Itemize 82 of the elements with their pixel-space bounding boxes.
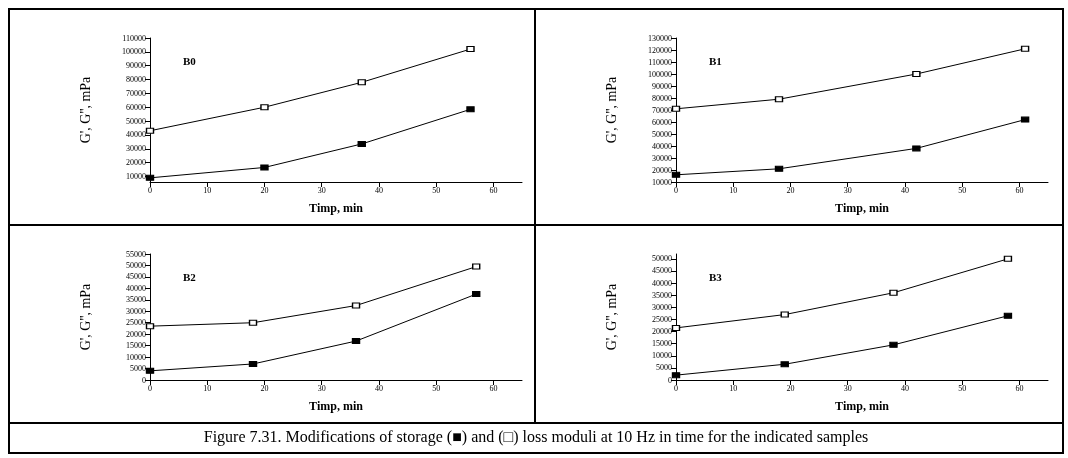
y-tick-label: 30000 — [126, 144, 146, 154]
x-tick-label: 40 — [900, 185, 909, 195]
y-tick-label: 50000 — [126, 260, 146, 270]
y-tick-label: 20000 — [126, 329, 146, 339]
y-tick-label: 20000 — [652, 327, 672, 337]
y-tick-label: 60000 — [652, 117, 672, 127]
x-tick-label: 20 — [260, 383, 269, 393]
x-tick-label: 30 — [317, 383, 326, 393]
y-tick-label: 40000 — [126, 283, 146, 293]
x-tick-label: 50 — [958, 185, 967, 195]
y-tick-label: 70000 — [652, 105, 672, 115]
y-axis-title: G', G'', mPa — [77, 75, 93, 144]
x-tick-label: 30 — [843, 383, 852, 393]
y-tick-label: 35000 — [652, 290, 672, 300]
y-tick-label: 80000 — [126, 75, 146, 85]
y-tick-label: 80000 — [652, 93, 672, 103]
y-tick-label: 10000 — [126, 352, 146, 362]
x-tick-label: 40 — [900, 383, 909, 393]
y-tick-label: 60000 — [126, 102, 146, 112]
text: B2 — [183, 270, 197, 283]
y-tick-label: 15000 — [126, 341, 146, 351]
y-axis-title: G', G'', mPa — [603, 282, 619, 351]
x-tick-label: 20 — [260, 185, 269, 195]
y-tick-label: 90000 — [652, 81, 672, 91]
y-tick-label: 40000 — [652, 278, 672, 288]
y-tick-label: 70000 — [126, 88, 146, 98]
x-tick-label: 50 — [432, 383, 441, 393]
y-tick-label: 5000 — [130, 364, 146, 374]
y-axis-title: G', G'', mPa — [77, 282, 93, 351]
x-tick-label: 60 — [489, 185, 498, 195]
y-tick-label: 30000 — [652, 153, 672, 163]
y-tick-label: 30000 — [126, 306, 146, 316]
x-axis-title: Timp, min — [835, 399, 890, 413]
y-tick-label: 100000 — [648, 69, 672, 79]
y-tick-label: 25000 — [126, 318, 146, 328]
x-tick-label: 10 — [203, 185, 212, 195]
y-tick-label: 40000 — [126, 130, 146, 140]
x-tick-label: 60 — [489, 383, 498, 393]
text: B0 — [183, 54, 197, 67]
y-tick-label: 110000 — [648, 57, 672, 67]
y-tick-label: 50000 — [126, 116, 146, 126]
text: B1 — [709, 54, 722, 67]
x-tick-label: 60 — [1015, 383, 1024, 393]
x-axis-title: Timp, min — [309, 399, 364, 413]
text: B3 — [709, 270, 723, 283]
y-tick-label: 90000 — [126, 61, 146, 71]
x-axis-title: Timp, min — [309, 201, 364, 215]
x-tick-label: 50 — [958, 383, 967, 393]
y-tick-label: 45000 — [126, 272, 146, 282]
x-tick-label: 50 — [432, 185, 441, 195]
y-tick-label: 130000 — [648, 33, 672, 43]
y-tick-label: 50000 — [652, 254, 672, 264]
y-tick-label: 120000 — [648, 45, 672, 55]
y-tick-label: 15000 — [652, 339, 672, 349]
x-tick-label: 20 — [786, 383, 795, 393]
x-tick-label: 40 — [374, 185, 383, 195]
y-tick-label: 20000 — [652, 165, 672, 175]
x-tick-label: 30 — [317, 185, 326, 195]
y-tick-label: 5000 — [656, 363, 672, 373]
x-tick-label: 30 — [843, 185, 852, 195]
x-tick-label: 10 — [203, 383, 212, 393]
y-tick-label: 10000 — [126, 171, 146, 181]
y-tick-label: 20000 — [126, 158, 146, 168]
y-axis-title: G', G'', mPa — [603, 75, 619, 144]
y-tick-label: 10000 — [652, 177, 672, 187]
x-tick-label: 60 — [1015, 185, 1024, 195]
y-tick-label: 30000 — [652, 302, 672, 312]
y-tick-label: 40000 — [652, 141, 672, 151]
x-tick-label: 40 — [374, 383, 383, 393]
y-tick-label: 50000 — [652, 129, 672, 139]
caption: Figure 7.31. Modifications of storage (■) and (□) loss moduli at 10 Hz in time for the indicated samples — [202, 428, 870, 446]
y-tick-label: 100000 — [122, 47, 146, 57]
y-tick-label: 35000 — [126, 295, 146, 305]
x-axis-title: Timp, min — [835, 201, 890, 215]
x-tick-label: 10 — [729, 185, 738, 195]
y-tick-label: 25000 — [652, 314, 672, 324]
y-tick-label: 55000 — [126, 249, 146, 259]
y-tick-label: 10000 — [652, 351, 672, 361]
y-tick-label: 45000 — [652, 266, 672, 276]
x-tick-label: 20 — [786, 185, 795, 195]
y-tick-label: 110000 — [122, 33, 146, 43]
x-tick-label: 10 — [729, 383, 738, 393]
